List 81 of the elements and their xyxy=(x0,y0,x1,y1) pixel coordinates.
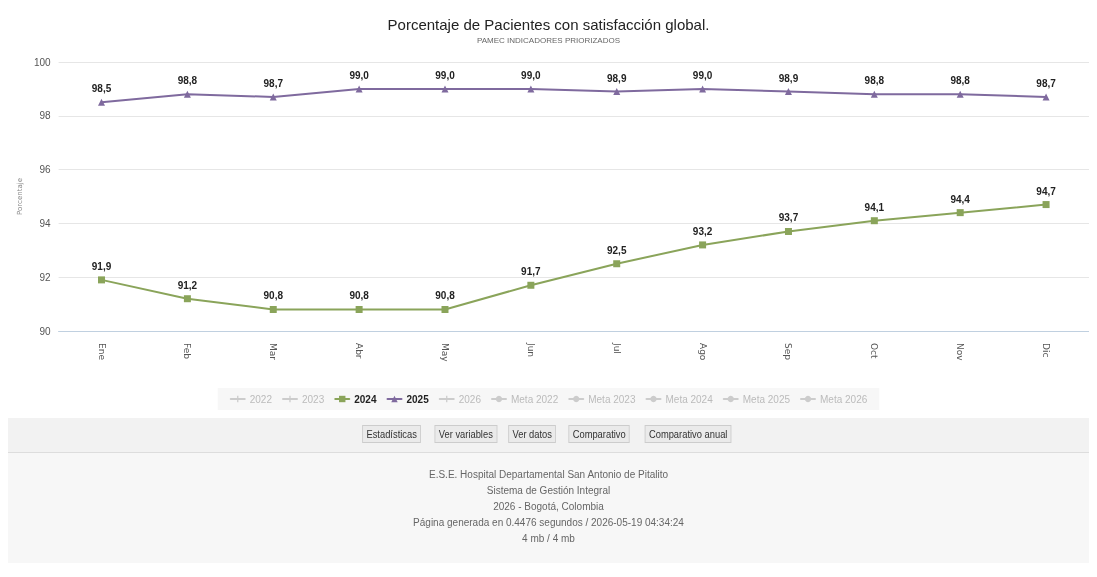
legend-label: 2022 xyxy=(249,393,273,405)
data-label: 94,4 xyxy=(950,193,971,205)
legend-label: 2023 xyxy=(301,393,325,405)
text: Ver datos xyxy=(508,425,557,443)
point xyxy=(527,281,535,289)
point xyxy=(870,217,878,225)
x-tick-label: Mar xyxy=(268,343,279,361)
point xyxy=(956,90,964,98)
point xyxy=(870,90,878,98)
y-tick-label: 90 xyxy=(39,325,52,337)
data-label: 91,7 xyxy=(521,266,542,278)
point xyxy=(1042,201,1050,209)
point xyxy=(441,85,449,93)
x-tick-label: Nov xyxy=(955,343,966,362)
data-label: 91,9 xyxy=(91,260,112,272)
x-tick-label: Sep xyxy=(783,343,794,361)
data-label: 93,7 xyxy=(778,212,799,224)
y-tick-label: 96 xyxy=(39,164,52,176)
x-tick-label: Abr xyxy=(354,343,365,359)
data-label: 92,5 xyxy=(606,244,627,256)
point xyxy=(784,88,792,96)
data-label: 98,8 xyxy=(864,75,885,87)
chart-subtitle: PAMEC INDICADORES PRIORIZADOS xyxy=(477,35,620,45)
point xyxy=(269,305,277,313)
legend-label: Meta 2026 xyxy=(820,393,868,405)
data-label: 98,8 xyxy=(177,75,198,87)
legend-label: 2024 xyxy=(354,393,377,405)
y-tick-label: 98 xyxy=(39,110,52,122)
y-tick-label: 94 xyxy=(39,217,52,229)
data-label: 90,8 xyxy=(349,290,370,302)
data-label: 99,0 xyxy=(521,69,542,81)
data-label: 91,2 xyxy=(177,279,198,291)
data-label: 98,7 xyxy=(263,77,284,89)
point xyxy=(784,227,792,235)
text: E.S.E. Hospital Departamental San Antonio de Pitalito xyxy=(428,468,669,482)
data-label: 98,9 xyxy=(778,72,799,84)
x-tick-label: Dic xyxy=(1041,343,1052,358)
data-label: 93,2 xyxy=(692,225,713,237)
text: Comparativo xyxy=(568,425,630,443)
data-label: 98,8 xyxy=(950,75,971,87)
legend-label: Meta 2025 xyxy=(742,393,791,405)
point xyxy=(355,305,363,313)
data-label: 94,1 xyxy=(864,201,885,213)
text: Estadísticas xyxy=(362,425,422,443)
text: Página generada en 0.4476 segundos / 2026-05-19 04:34:24 xyxy=(412,516,685,530)
data-label: 99,0 xyxy=(435,69,456,81)
point xyxy=(98,98,106,106)
x-tick-label: Ene xyxy=(96,343,107,361)
y-tick-label: 92 xyxy=(39,271,52,283)
legend-label: 2026 xyxy=(458,393,482,405)
data-label: 99,0 xyxy=(692,69,713,81)
x-tick-label: Ago xyxy=(697,343,708,361)
x-tick-label: Feb xyxy=(182,343,193,360)
text: Ver variables xyxy=(434,425,497,443)
point xyxy=(98,276,106,284)
data-label: 94,7 xyxy=(1036,185,1057,197)
legend-label: Meta 2023 xyxy=(588,393,636,405)
data-label: 99,0 xyxy=(349,69,370,81)
x-tick-label: Oct xyxy=(869,343,880,360)
data-label: 90,8 xyxy=(263,290,284,302)
chart-title: Porcentaje de Pacientes con satisfacción global. xyxy=(387,16,710,33)
point xyxy=(613,260,621,268)
x-tick-label: May xyxy=(439,343,450,363)
text: 2026 - Bogotá, Colombia xyxy=(492,500,605,514)
point xyxy=(183,90,191,98)
legend-label: 2025 xyxy=(406,393,430,405)
data-label: 98,5 xyxy=(91,83,112,95)
x-tick-label: Jun xyxy=(525,342,536,358)
y-tick-label: 100 xyxy=(33,56,52,68)
legend-label: Meta 2024 xyxy=(665,393,714,405)
point xyxy=(183,295,191,303)
point xyxy=(441,305,449,313)
x-tick-label: Jul xyxy=(611,342,622,354)
data-label: 98,9 xyxy=(606,72,627,84)
text: Sistema de Gestión Integral xyxy=(485,484,612,498)
text: 4 mb / 4 mb xyxy=(521,532,576,546)
point xyxy=(956,209,964,217)
point xyxy=(699,241,707,249)
data-label: 98,7 xyxy=(1036,77,1057,89)
data-label: 90,8 xyxy=(435,290,456,302)
text: Comparativo anual xyxy=(644,425,732,443)
